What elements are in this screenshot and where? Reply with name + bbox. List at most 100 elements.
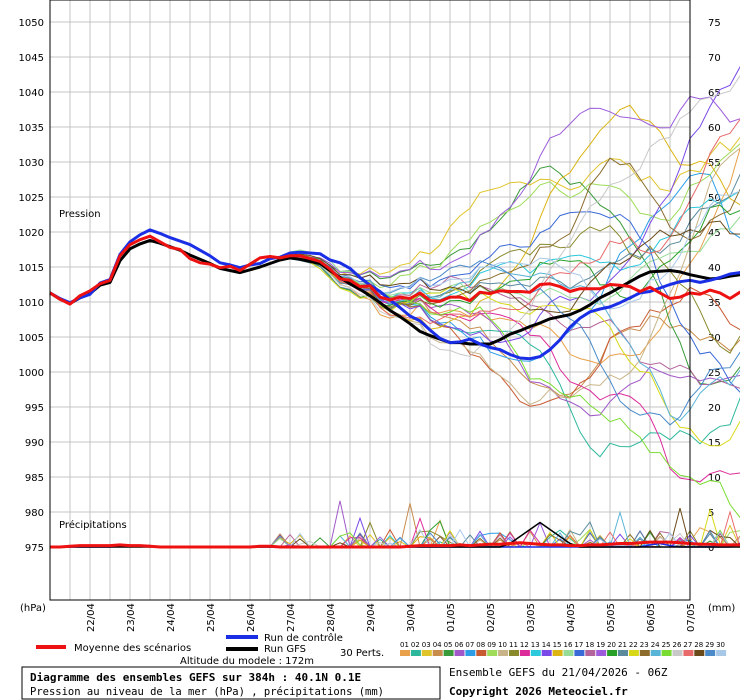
pert-number-label: 21 (618, 641, 627, 649)
date-tick-label: 03/05 (526, 603, 537, 632)
pert-color-swatch (519, 650, 530, 656)
left-tick-label: 1010 (19, 298, 44, 309)
pert-color-swatch (596, 650, 607, 656)
pert-number-label: 10 (498, 641, 507, 649)
left-tick-label: 990 (25, 438, 44, 449)
pert-color-swatch (552, 650, 563, 656)
pert-number-label: 13 (531, 641, 540, 649)
pert-number-label: 22 (629, 641, 638, 649)
copyright-label: Copyright 2026 Meteociel.fr (449, 685, 628, 698)
right-tick-label: 70 (708, 53, 721, 64)
pert-color-swatch (454, 650, 465, 656)
pert-number-label: 07 (465, 641, 474, 649)
pert-color-swatch (410, 650, 421, 656)
left-axis-ticks: 975 980 985 990 995 1000 1005 1010 1015 1020 1025 1… (19, 18, 44, 554)
pert-color-swatch (530, 650, 541, 656)
pert-number-label: 28 (694, 641, 703, 649)
pert-number-label: 01 (400, 641, 409, 649)
pert-number-label: 02 (411, 641, 420, 649)
pert-color-swatch (465, 650, 476, 656)
pert-number-label: 15 (553, 641, 562, 649)
pert-number-label: 11 (509, 641, 518, 649)
perturbation-legend: 01 02 03 04 05 06 07 08 09 10 11 12 13 14 15 16 17 18 19 20… (400, 641, 727, 656)
pert-number-label: 12 (520, 641, 529, 649)
pert-color-swatch (432, 650, 443, 656)
date-tick-label: 02/05 (486, 603, 497, 632)
date-tick-label: 29/04 (366, 603, 377, 632)
pert-number-label: 16 (564, 641, 573, 649)
date-tick-label: 25/04 (206, 603, 217, 632)
pert-number-label: 04 (433, 641, 442, 649)
pert-color-swatch (476, 650, 487, 656)
pert-color-swatch (694, 650, 705, 656)
right-tick-label: 55 (708, 158, 721, 169)
pert-color-swatch (509, 650, 519, 656)
left-axis-unit: (hPa) (20, 603, 46, 614)
right-tick-label: 75 (708, 18, 721, 29)
right-tick-label: 10 (708, 473, 721, 484)
left-tick-label: 1025 (19, 193, 44, 204)
date-tick-label: 22/04 (86, 603, 97, 632)
pert-color-swatch (487, 650, 498, 656)
mean-pressure-line (49, 234, 740, 306)
date-tick-label: 04/05 (566, 603, 577, 632)
pressure-section-label: Pression (59, 209, 101, 220)
pert-number-label: 19 (596, 641, 605, 649)
legend-mean-label: Moyenne des scénarios (74, 642, 191, 654)
legend: Moyenne des scénarios Run de contrôle Ru… (36, 632, 727, 667)
right-tick-label: 25 (708, 368, 721, 379)
main-series (49, 228, 740, 549)
pert-color-swatch (618, 650, 628, 656)
pert-color-swatch (705, 650, 716, 656)
pert-color-swatch (498, 650, 509, 656)
legend-control-label: Run de contrôle (264, 632, 343, 644)
pert-color-swatch (443, 650, 454, 656)
pert-color-swatch (661, 650, 672, 656)
pert-number-label: 05 (444, 641, 453, 649)
left-tick-label: 975 (25, 543, 44, 554)
left-tick-label: 1040 (19, 88, 44, 99)
pert-number-label: 25 (662, 641, 671, 649)
date-tick-label: 23/04 (126, 603, 137, 632)
pert-color-swatch (607, 650, 618, 656)
left-tick-label: 985 (25, 473, 44, 484)
pert-color-swatch (650, 650, 661, 656)
date-tick-label: 30/04 (406, 603, 417, 632)
pert-color-swatch (716, 650, 727, 656)
plot-frame (49, 0, 691, 601)
pert-color-swatch (574, 650, 585, 656)
date-tick-label: 24/04 (166, 603, 177, 632)
date-tick-label: 28/04 (326, 603, 337, 632)
legend-gfs-label: Run GFS (264, 644, 306, 655)
date-tick-label: 27/04 (286, 603, 297, 632)
pert-number-label: 08 (476, 641, 485, 649)
right-tick-label: 0 (708, 543, 714, 554)
left-tick-label: 995 (25, 403, 44, 414)
mean-precip-line (50, 540, 740, 549)
pert-number-label: 26 (673, 641, 682, 649)
date-tick-label: 05/05 (606, 603, 617, 632)
pert-number-label: 17 (574, 641, 583, 649)
pert-color-swatch (400, 650, 410, 656)
right-tick-label: 60 (708, 123, 721, 134)
pert-number-label: 20 (607, 641, 616, 649)
right-tick-label: 40 (708, 263, 721, 274)
date-tick-label: 06/05 (646, 603, 657, 632)
pert-color-swatch (563, 650, 574, 656)
right-tick-label: 65 (708, 88, 721, 99)
pert-number-label: 23 (640, 641, 649, 649)
pert-color-swatch (639, 650, 650, 656)
left-tick-label: 1050 (19, 18, 44, 29)
altitude-label: Altitude du modele : 172m (180, 656, 314, 667)
right-tick-label: 35 (708, 298, 721, 309)
right-axis-unit: (mm) (708, 603, 735, 614)
chart-title: Diagramme des ensembles GEFS sur 384h : … (30, 671, 361, 684)
pert-color-swatch (421, 650, 432, 656)
right-tick-label: 20 (708, 403, 721, 414)
precipitation-section-label: Précipitations (59, 519, 127, 531)
date-tick-label: 07/05 (686, 603, 697, 632)
control-pressure-line (49, 228, 740, 361)
right-tick-label: 50 (708, 193, 721, 204)
pert-color-swatch (672, 650, 683, 656)
pert-number-label: 06 (455, 641, 464, 649)
